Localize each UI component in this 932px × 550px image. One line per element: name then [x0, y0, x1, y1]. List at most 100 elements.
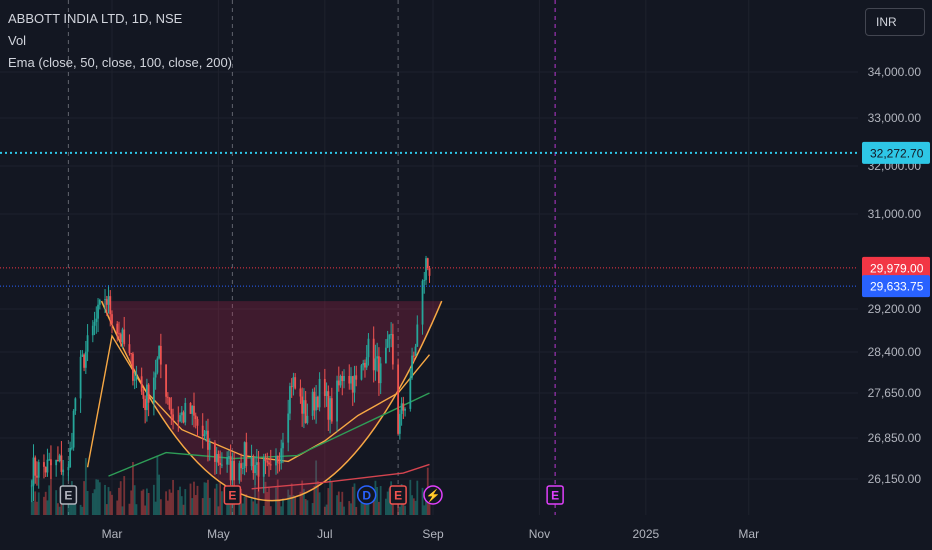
candle-body	[329, 398, 331, 420]
volume-bar	[201, 498, 204, 515]
volume-bar	[116, 500, 119, 515]
candle-body	[196, 419, 199, 426]
candle-body	[95, 318, 98, 322]
volume-bar	[350, 503, 352, 515]
volume-bar	[118, 487, 120, 515]
volume-bar	[83, 481, 85, 515]
volume-bar	[367, 495, 370, 515]
volume-bar	[133, 485, 136, 515]
candle-body	[201, 425, 204, 437]
candle-body	[83, 354, 85, 368]
candle-body	[147, 384, 150, 403]
volume-bar	[241, 503, 244, 515]
candle-body	[409, 377, 412, 409]
candle-body	[74, 398, 77, 411]
event-markers: E E D E ⚡ E	[59, 485, 564, 505]
volume-bar	[121, 506, 124, 515]
volume-bar	[336, 495, 338, 515]
volume-bar	[221, 491, 223, 515]
candle-body	[398, 414, 401, 434]
currency-button[interactable]: INR	[865, 8, 925, 36]
event-marker-label: E	[394, 489, 402, 503]
volume-bar	[184, 489, 187, 515]
candle-body	[252, 457, 255, 474]
volume-bar	[287, 489, 290, 515]
volume-bar	[245, 494, 248, 515]
candle-body	[241, 467, 244, 469]
volume-bar	[282, 498, 284, 515]
volume-bar	[46, 500, 49, 515]
candle-body	[423, 279, 426, 281]
event-marker-label: E	[551, 489, 559, 503]
candle-body	[123, 329, 126, 345]
candle-body	[292, 377, 295, 387]
candle-body	[301, 396, 304, 414]
volume-indicator-label[interactable]: Vol	[8, 33, 27, 48]
candle-body	[98, 299, 101, 305]
candle-body	[193, 405, 195, 416]
time-axis[interactable]: Mar May Jul Sep Nov 2025 Mar	[102, 527, 759, 541]
volume-bar	[294, 496, 297, 515]
candle-body	[400, 403, 403, 415]
candle-body	[238, 463, 241, 481]
volume-bar	[130, 490, 133, 515]
volume-bar	[339, 501, 342, 515]
candle-body	[378, 356, 380, 384]
candle-body	[158, 345, 161, 359]
candle-body	[62, 470, 65, 472]
candle-body	[323, 378, 326, 396]
volume-bar	[325, 504, 328, 515]
volume-bar	[351, 486, 354, 515]
volume-bar	[311, 503, 314, 515]
volume-bar	[165, 491, 167, 515]
volume-bar	[262, 505, 265, 515]
cup-pattern	[100, 300, 443, 502]
time-tick-label: Jul	[317, 527, 332, 541]
candle-body	[46, 459, 49, 473]
candle-body	[402, 403, 405, 411]
candle-body	[132, 353, 134, 381]
candle-body	[280, 448, 283, 463]
volume-bar	[105, 504, 108, 515]
candle-body	[229, 456, 232, 481]
volume-bar	[386, 491, 389, 515]
price-tick-label: 28,400.00	[868, 345, 922, 359]
candle-body	[172, 414, 174, 421]
volume-bar	[316, 480, 319, 515]
candle-body	[245, 442, 248, 467]
volume-bar	[79, 504, 82, 515]
candle-body	[353, 375, 356, 393]
event-marker-badge	[223, 485, 242, 505]
volume-bar	[95, 479, 98, 515]
candle-body	[287, 413, 290, 443]
candle-body	[60, 455, 63, 472]
candle-body	[104, 299, 106, 301]
volume-bar	[109, 491, 112, 515]
candle-body	[386, 338, 389, 348]
candle-body	[315, 396, 318, 411]
candle-body	[355, 375, 358, 380]
volume-bar	[423, 505, 426, 515]
volume-bar	[168, 489, 171, 515]
candle-body	[58, 455, 61, 462]
candle-body	[313, 391, 316, 411]
volume-bar	[360, 492, 363, 515]
volume-bar	[179, 486, 181, 515]
volume-bar	[290, 483, 293, 515]
candle-body	[351, 376, 354, 393]
price-axis[interactable]: 34,000.0033,000.0032,000.0031,000.0029,2…	[862, 65, 930, 486]
event-marker-label: ⚡	[426, 489, 441, 503]
candle-body	[48, 459, 51, 461]
event-marker-label: E	[64, 489, 72, 503]
candle-body	[93, 321, 96, 326]
volume-bar	[341, 491, 344, 515]
volume-bar	[313, 485, 316, 515]
volume-bar	[158, 474, 161, 515]
ema-indicator-label[interactable]: Ema (close, 50, close, 100, close, 200)	[8, 55, 233, 70]
symbol-title[interactable]: ABBOTT INDIA LTD, 1D, NSE	[8, 11, 183, 26]
volume-bar	[84, 458, 87, 515]
volume-bar	[37, 492, 40, 515]
volume-bar	[280, 506, 283, 515]
prev_close-label-bg	[862, 275, 930, 298]
